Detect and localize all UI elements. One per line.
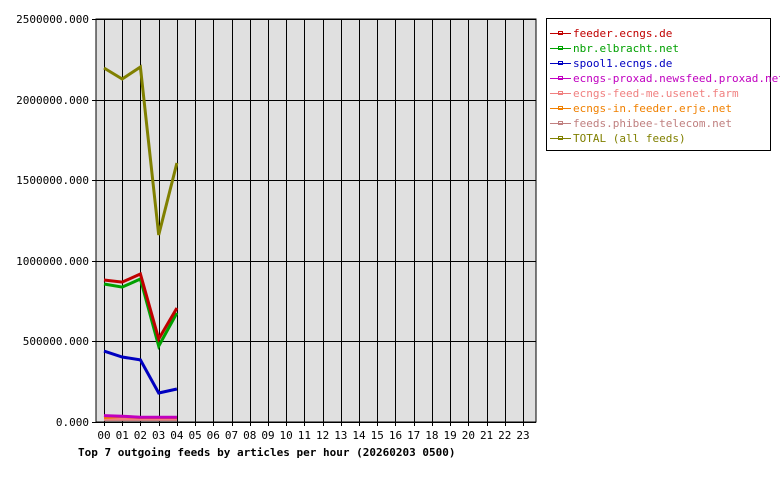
x-tick-label: 05 bbox=[188, 429, 201, 442]
x-axis: 00 01 02 03 04 05 06 07 08 09 10 11 12 13 14 15 16 17 18 19… bbox=[97, 429, 529, 442]
y-axis: 0.000 500000.000 1000000.000 1500000.000 200… bbox=[16, 13, 89, 429]
y-tick-label: 500000.000 bbox=[23, 335, 89, 348]
legend-label: ecngs-proxad.newsfeed.proxad.net bbox=[573, 72, 780, 85]
legend-item: ecngs-in.feeder.erje.net bbox=[550, 102, 732, 115]
x-tick-label: 14 bbox=[352, 429, 366, 442]
series-line bbox=[103, 414, 177, 419]
plot-area bbox=[95, 18, 537, 423]
x-tick-label: 04 bbox=[170, 429, 184, 442]
legend-box bbox=[546, 18, 771, 151]
series-line bbox=[103, 64, 179, 236]
y-tick-label: 0.000 bbox=[56, 416, 89, 429]
legend-label: nbr.elbracht.net bbox=[573, 42, 679, 55]
legend-item: feeds.phibee-telecom.net bbox=[550, 117, 732, 130]
chart-title: Top 7 outgoing feeds by articles per hou… bbox=[78, 446, 456, 459]
grid-lines bbox=[92, 19, 536, 426]
legend-label: spool1.ecngs.de bbox=[573, 57, 672, 70]
x-tick-label: 01 bbox=[116, 429, 129, 442]
legend-item: feeder.ecngs.de bbox=[550, 27, 672, 40]
x-tick-label: 12 bbox=[316, 429, 329, 442]
y-tick-label: 1500000.000 bbox=[16, 174, 89, 187]
series-line bbox=[103, 349, 178, 395]
x-tick-label: 10 bbox=[280, 429, 293, 442]
legend: feeder.ecngs.de nbr.elbracht.net spool1.ec… bbox=[546, 18, 780, 151]
x-tick-label: 08 bbox=[243, 429, 256, 442]
x-tick-label: 18 bbox=[425, 429, 438, 442]
y-tick-label: 2500000.000 bbox=[16, 13, 89, 26]
legend-item: ecngs-feed-me.usenet.farm bbox=[550, 87, 739, 100]
data-series bbox=[103, 64, 179, 422]
legend-label: TOTAL (all feeds) bbox=[573, 132, 686, 145]
legend-label: feeds.phibee-telecom.net bbox=[573, 117, 732, 130]
legend-label: feeder.ecngs.de bbox=[573, 27, 672, 40]
legend-item: nbr.elbracht.net bbox=[550, 42, 679, 55]
x-tick-label: 17 bbox=[407, 429, 420, 442]
x-tick-label: 02 bbox=[134, 429, 147, 442]
legend-label: ecngs-in.feeder.erje.net bbox=[573, 102, 732, 115]
x-tick-label: 11 bbox=[298, 429, 311, 442]
series-line bbox=[103, 271, 179, 343]
legend-item: TOTAL (all feeds) bbox=[550, 132, 686, 145]
x-tick-label: 15 bbox=[371, 429, 384, 442]
x-tick-label: 00 bbox=[97, 429, 110, 442]
y-tick-label: 2000000.000 bbox=[16, 94, 89, 107]
y-tick-label: 1000000.000 bbox=[16, 255, 89, 268]
x-tick-label: 22 bbox=[498, 429, 511, 442]
x-tick-label: 21 bbox=[480, 429, 493, 442]
x-tick-label: 23 bbox=[516, 429, 529, 442]
x-tick-label: 19 bbox=[444, 429, 457, 442]
x-tick-label: 13 bbox=[334, 429, 347, 442]
legend-item: ecngs-proxad.newsfeed.proxad.net bbox=[550, 72, 780, 85]
x-tick-label: 20 bbox=[462, 429, 475, 442]
x-tick-label: 06 bbox=[207, 429, 220, 442]
x-tick-label: 03 bbox=[152, 429, 165, 442]
x-tick-label: 16 bbox=[389, 429, 402, 442]
x-tick-label: 09 bbox=[261, 429, 274, 442]
x-tick-label: 07 bbox=[225, 429, 238, 442]
legend-item: spool1.ecngs.de bbox=[550, 57, 672, 70]
legend-label: ecngs-feed-me.usenet.farm bbox=[573, 87, 739, 100]
